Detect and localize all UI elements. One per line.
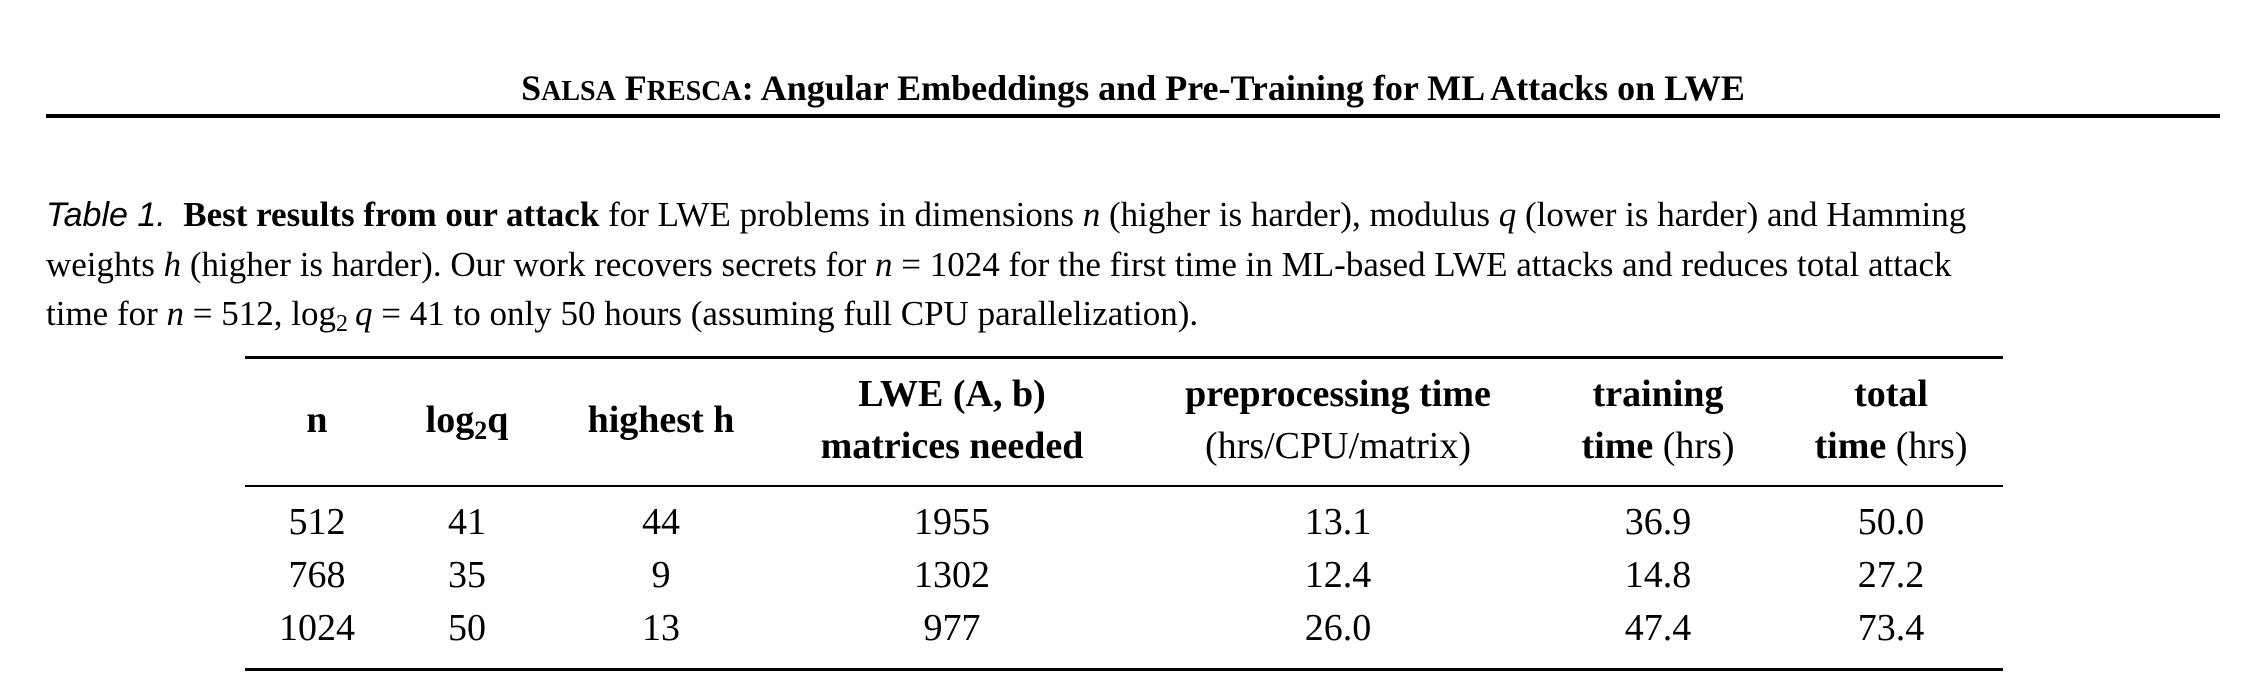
cell-n: 512 xyxy=(288,501,346,543)
math-var-n: n xyxy=(1082,195,1101,234)
math-equation: = 41 xyxy=(372,294,445,333)
caption-bold: Best results from our attack xyxy=(183,195,600,234)
math-equation: = 1024 xyxy=(892,245,1000,284)
running-head-sc-1-big: S xyxy=(521,68,542,108)
cell-highest-h: 13 xyxy=(642,607,680,649)
header-training-line1: training xyxy=(1592,373,1724,415)
header-lwe-line1: LWE (A, b) xyxy=(858,373,1046,415)
math-var-n: n xyxy=(875,245,893,284)
caption-label: Table 1. xyxy=(46,196,166,234)
header-log2q-q: q xyxy=(487,399,509,441)
running-head-sc-2-big: F xyxy=(624,68,647,108)
cell-highest-h: 9 xyxy=(651,554,671,596)
cell-total: 27.2 xyxy=(1857,554,1925,596)
caption-text: to only 50 hours (assuming full CPU para… xyxy=(444,294,1199,333)
caption-text: weights xyxy=(46,245,164,284)
running-head-sc-1-small: ALSA xyxy=(541,76,616,107)
cell-training: 36.9 xyxy=(1624,501,1692,543)
table-header-rule xyxy=(245,485,2003,487)
header-lwe-line2: matrices needed xyxy=(820,425,1084,467)
caption-line-1: Table 1. Best results from our attack fo… xyxy=(46,190,2226,240)
cell-matrices: 1302 xyxy=(914,554,990,596)
header-total-line2: time (hrs) xyxy=(1815,420,1968,472)
caption-line-3: time for n = 512, log2 q = 41 to only 50… xyxy=(46,289,2226,349)
caption-text: for LWE problems in dimensions xyxy=(599,195,1083,234)
cell-total: 73.4 xyxy=(1857,607,1925,649)
cell-n: 768 xyxy=(288,554,346,596)
table-bottom-rule xyxy=(245,668,2003,671)
running-head: SALSA FRESCA: Angular Embeddings and Pre… xyxy=(46,66,2220,114)
header-n: n xyxy=(306,399,328,441)
header-training-unit: (hrs) xyxy=(1653,425,1735,467)
cell-preprocessing: 26.0 xyxy=(1304,607,1372,649)
cell-training: 47.4 xyxy=(1624,607,1692,649)
table-caption: Table 1. Best results from our attack fo… xyxy=(46,190,2226,349)
math-var-q: q xyxy=(1498,195,1517,234)
header-highest-h: highest h xyxy=(587,399,735,441)
header-total-line1: total xyxy=(1854,373,1928,415)
caption-text: (higher is harder), modulus xyxy=(1100,195,1499,234)
cell-preprocessing: 13.1 xyxy=(1304,501,1372,543)
cell-log2q: 35 xyxy=(448,554,486,596)
cell-log2q: 41 xyxy=(448,501,486,543)
table-top-rule xyxy=(245,356,2003,359)
math-equation: = 512, xyxy=(184,294,292,333)
cell-preprocessing: 12.4 xyxy=(1304,554,1372,596)
cell-matrices: 977 xyxy=(923,607,981,649)
header-log2q-log: log xyxy=(425,399,475,441)
cell-n: 1024 xyxy=(279,607,355,649)
cell-log2q: 50 xyxy=(448,607,486,649)
math-var-q: q xyxy=(355,294,373,333)
header-training-time: time xyxy=(1581,425,1654,467)
math-log-base: 2 xyxy=(336,311,349,337)
running-head-sc-2-small: RESCA xyxy=(646,76,742,107)
cell-total: 50.0 xyxy=(1857,501,1925,543)
math-var-h: h xyxy=(163,245,182,284)
math-var-n: n xyxy=(166,294,185,333)
header-preprocessing-line1: preprocessing time xyxy=(1185,373,1491,415)
header-total-unit: (hrs) xyxy=(1886,425,1968,467)
header-training-line2: time (hrs) xyxy=(1582,420,1735,472)
header-log2q-sub: 2 xyxy=(474,416,488,445)
running-head-rest: : Angular Embeddings and Pre-Training fo… xyxy=(741,68,1745,108)
caption-text: for the first time in ML-based LWE attac… xyxy=(999,245,1952,284)
header-preprocessing-line2: (hrs/CPU/matrix) xyxy=(1205,425,1471,467)
caption-text: (higher is harder). Our work recovers se… xyxy=(181,245,876,284)
table-row: 768 35 9 1302 12.4 14.8 27.2 xyxy=(0,549,2266,602)
cell-matrices: 1955 xyxy=(914,501,990,543)
table-row: 512 41 44 1955 13.1 36.9 50.0 xyxy=(0,496,2266,549)
caption-text: (lower is harder) and Hamming xyxy=(1516,195,1967,234)
running-head-rule xyxy=(46,114,2220,118)
header-log2q: log2q xyxy=(426,394,509,457)
header-total-time: time xyxy=(1814,425,1887,467)
cell-highest-h: 44 xyxy=(642,501,680,543)
caption-text: time for xyxy=(46,294,167,333)
cell-training: 14.8 xyxy=(1624,554,1692,596)
math-log: log xyxy=(291,294,337,333)
caption-line-2: weights h (higher is harder). Our work r… xyxy=(46,240,2226,289)
table-row: 1024 50 13 977 26.0 47.4 73.4 xyxy=(0,602,2266,655)
